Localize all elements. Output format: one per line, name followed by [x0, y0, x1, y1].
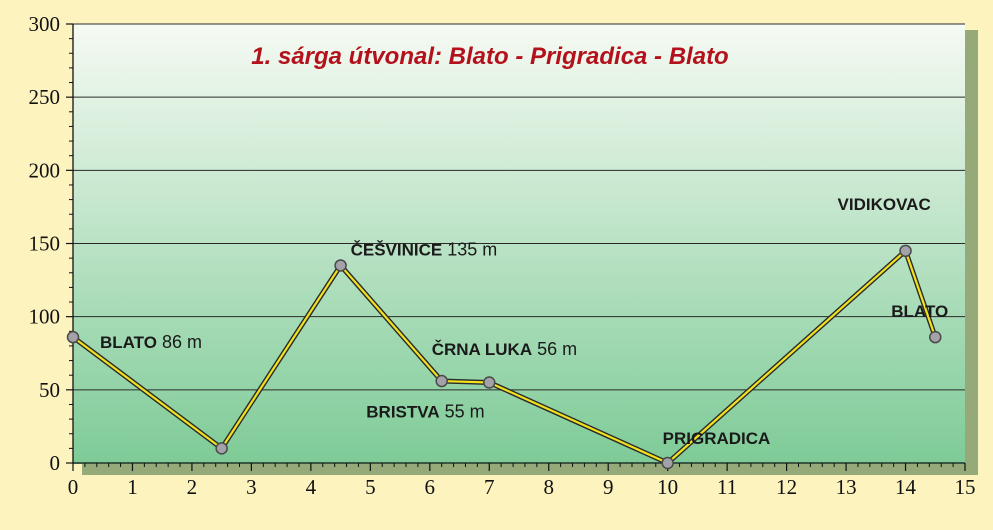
x-tick-label: 5: [365, 475, 376, 499]
y-tick-label: 150: [29, 232, 61, 256]
data-point: [899, 244, 912, 258]
x-tick-label: 6: [425, 475, 436, 499]
point-label: PRIGRADICA: [663, 429, 771, 448]
x-tick-label: 9: [603, 475, 614, 499]
point-label-name: ČRNA LUKA: [432, 340, 532, 359]
point-label-elevation: 56 m: [532, 339, 577, 359]
chart-title: 1. sárga útvonal: Blato - Prigradica - B…: [251, 43, 728, 70]
x-tick-labels: 0 1 2 3 4 5 6 7 8 9 10 11 12 13 14 15: [68, 475, 976, 499]
series-line: [71, 248, 938, 466]
x-tick-label: 15: [955, 475, 976, 499]
x-tick-label: 3: [246, 475, 257, 499]
point-label-elevation: 135 m: [442, 239, 497, 259]
data-point: [334, 259, 347, 272]
y-tick-label: 100: [29, 305, 61, 329]
point-label-name: BRISTVA: [366, 403, 439, 422]
data-point: [483, 376, 496, 389]
point-label-name: VIDIKOVAC: [838, 195, 931, 214]
point-label: VIDIKOVAC: [838, 195, 931, 214]
grid-lines: [73, 23, 965, 391]
x-tick-label: 8: [543, 475, 554, 499]
axes: [66, 23, 966, 471]
x-tick-label: 11: [717, 475, 737, 499]
x-tick-label: 4: [306, 475, 317, 499]
x-tick-label: 7: [484, 475, 495, 499]
y-tick-label: 0: [50, 451, 61, 475]
x-tick-label: 1: [127, 475, 138, 499]
point-label-elevation: 86 m: [157, 332, 202, 352]
data-point: [435, 374, 448, 388]
x-tick-label: 10: [657, 475, 678, 499]
x-tick-label: 12: [776, 475, 797, 499]
x-tick-label: 13: [836, 475, 857, 499]
point-label: ČEŠVINICE 135 m: [351, 239, 498, 259]
data-point: [661, 456, 674, 470]
y-tick-label: 200: [29, 158, 61, 182]
series-line-core: [72, 249, 937, 465]
y-tick-label: 250: [29, 85, 61, 109]
data-point: [929, 330, 942, 344]
point-labels: BLATO 86 m ČEŠVINICE 135 m ČRNA LUKA 56 m B…: [100, 195, 948, 448]
x-tick-label: 2: [187, 475, 198, 499]
point-label-name: BLATO: [100, 333, 157, 352]
point-label-name: BLATO: [891, 302, 948, 321]
data-point: [215, 442, 228, 455]
point-label: BRISTVA 55 m: [366, 402, 484, 422]
point-label: ČRNA LUKA 56 m: [432, 339, 577, 359]
x-tick-label: 0: [68, 475, 79, 499]
y-tick-labels: 0 50 100 150 200 250 300: [29, 12, 61, 475]
x-tick-label: 14: [895, 475, 917, 499]
point-label: BLATO: [891, 302, 948, 321]
point-label-name: ČEŠVINICE: [351, 240, 443, 259]
point-label-name: PRIGRADICA: [663, 429, 771, 448]
y-tick-label: 50: [39, 378, 60, 402]
point-label-elevation: 55 m: [440, 402, 485, 422]
data-points: [66, 244, 942, 470]
data-point: [66, 330, 80, 344]
point-label: BLATO 86 m: [100, 332, 202, 352]
y-tick-label: 300: [29, 12, 61, 36]
